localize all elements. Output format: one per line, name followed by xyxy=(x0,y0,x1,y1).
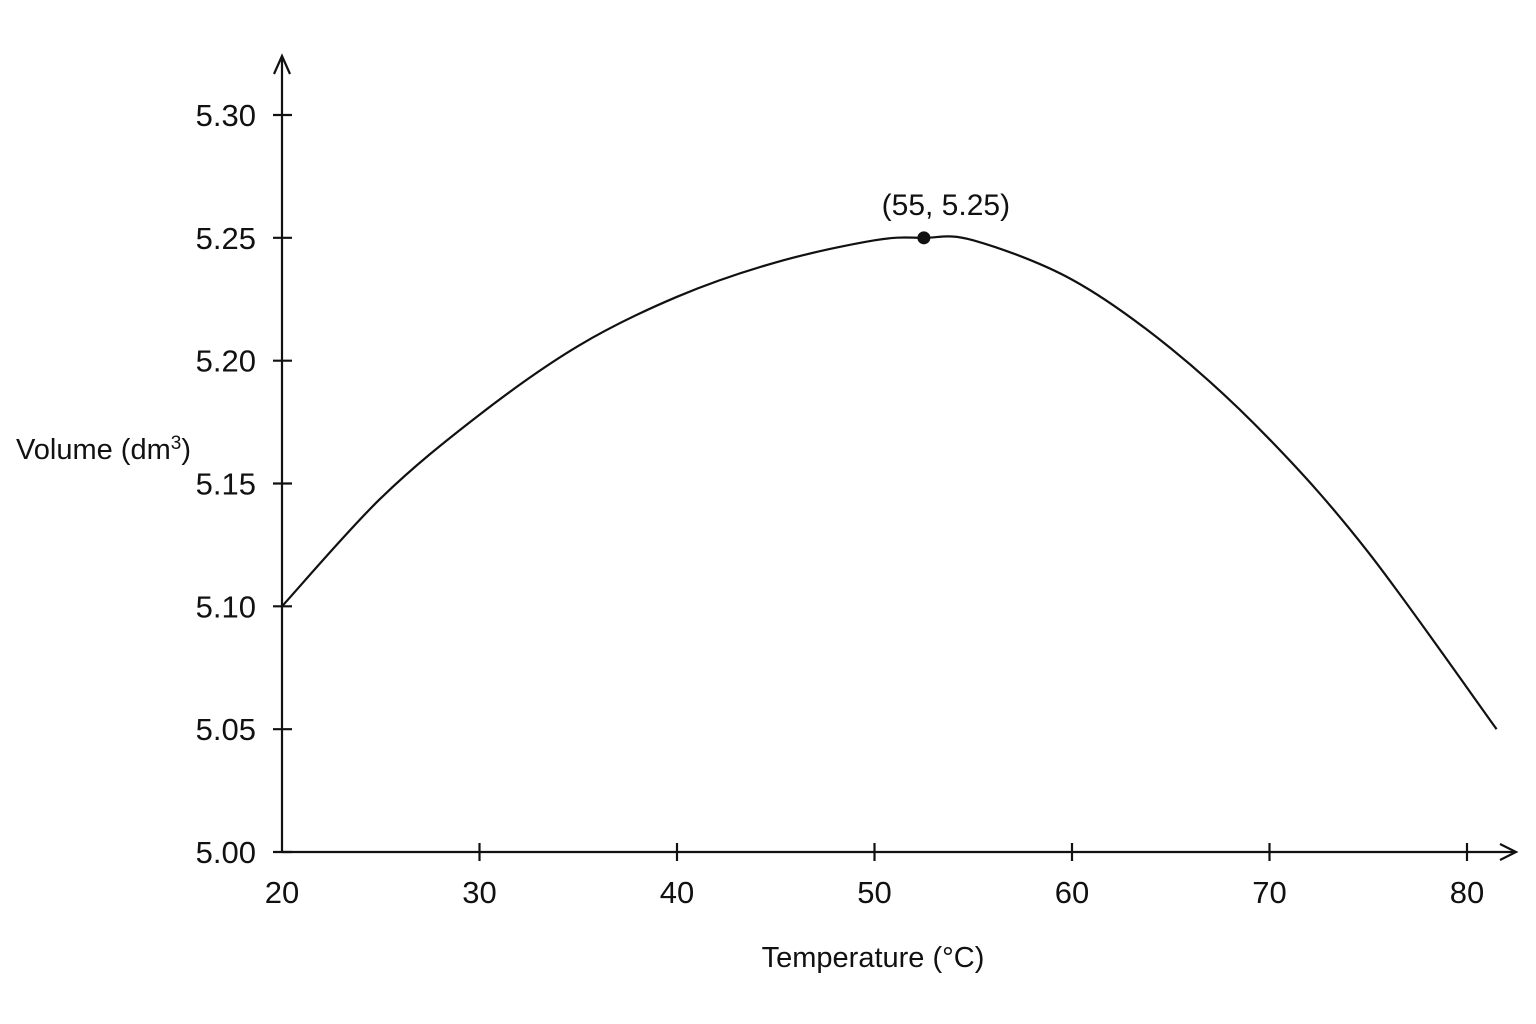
x-axis-title: Temperature (°C) xyxy=(762,942,985,974)
y-axis-title: Volume (dm3) xyxy=(16,433,191,466)
y-axis-title-close: ) xyxy=(181,434,191,466)
x-tick-label: 80 xyxy=(1450,875,1484,910)
peak-point xyxy=(917,231,931,245)
y-tick-label: 5.30 xyxy=(196,98,256,133)
y-tick-label: 5.10 xyxy=(196,589,256,624)
y-tick-label: 5.05 xyxy=(196,712,256,747)
y-tick-label: 5.00 xyxy=(196,835,256,870)
x-tick-label: 60 xyxy=(1055,875,1089,910)
x-tick-label: 20 xyxy=(265,875,299,910)
y-ticks: 5.00 5.05 5.10 5.15 5.20 5.25 5.30 xyxy=(196,98,292,870)
y-axis-title-main: Volume (dm xyxy=(16,434,171,466)
x-tick-label: 30 xyxy=(462,875,496,910)
x-tick-label: 50 xyxy=(857,875,891,910)
axes xyxy=(272,53,1519,861)
x-tick-label: 70 xyxy=(1252,875,1286,910)
y-tick-label: 5.15 xyxy=(196,467,256,502)
y-tick-label: 5.20 xyxy=(196,344,256,379)
x-ticks: 20 30 40 50 60 70 80 xyxy=(265,843,1484,910)
x-tick-label: 40 xyxy=(660,875,694,910)
x-axis-arrow-icon xyxy=(1499,843,1519,861)
y-axis-title-superscript: 3 xyxy=(171,433,182,454)
y-tick-label: 5.25 xyxy=(196,221,256,256)
peak-annotation: (55, 5.25) xyxy=(882,189,1010,222)
y-axis-arrow-icon xyxy=(272,53,292,75)
series-line xyxy=(281,235,1498,730)
